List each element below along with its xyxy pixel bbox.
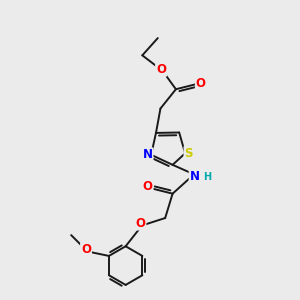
Text: O: O [142, 180, 153, 193]
Text: O: O [156, 63, 166, 76]
Text: N: N [142, 148, 153, 161]
Text: O: O [81, 244, 91, 256]
Text: S: S [184, 147, 193, 160]
Text: N: N [190, 169, 200, 183]
Text: O: O [136, 217, 146, 230]
Text: O: O [196, 77, 206, 90]
Text: H: H [203, 172, 211, 182]
